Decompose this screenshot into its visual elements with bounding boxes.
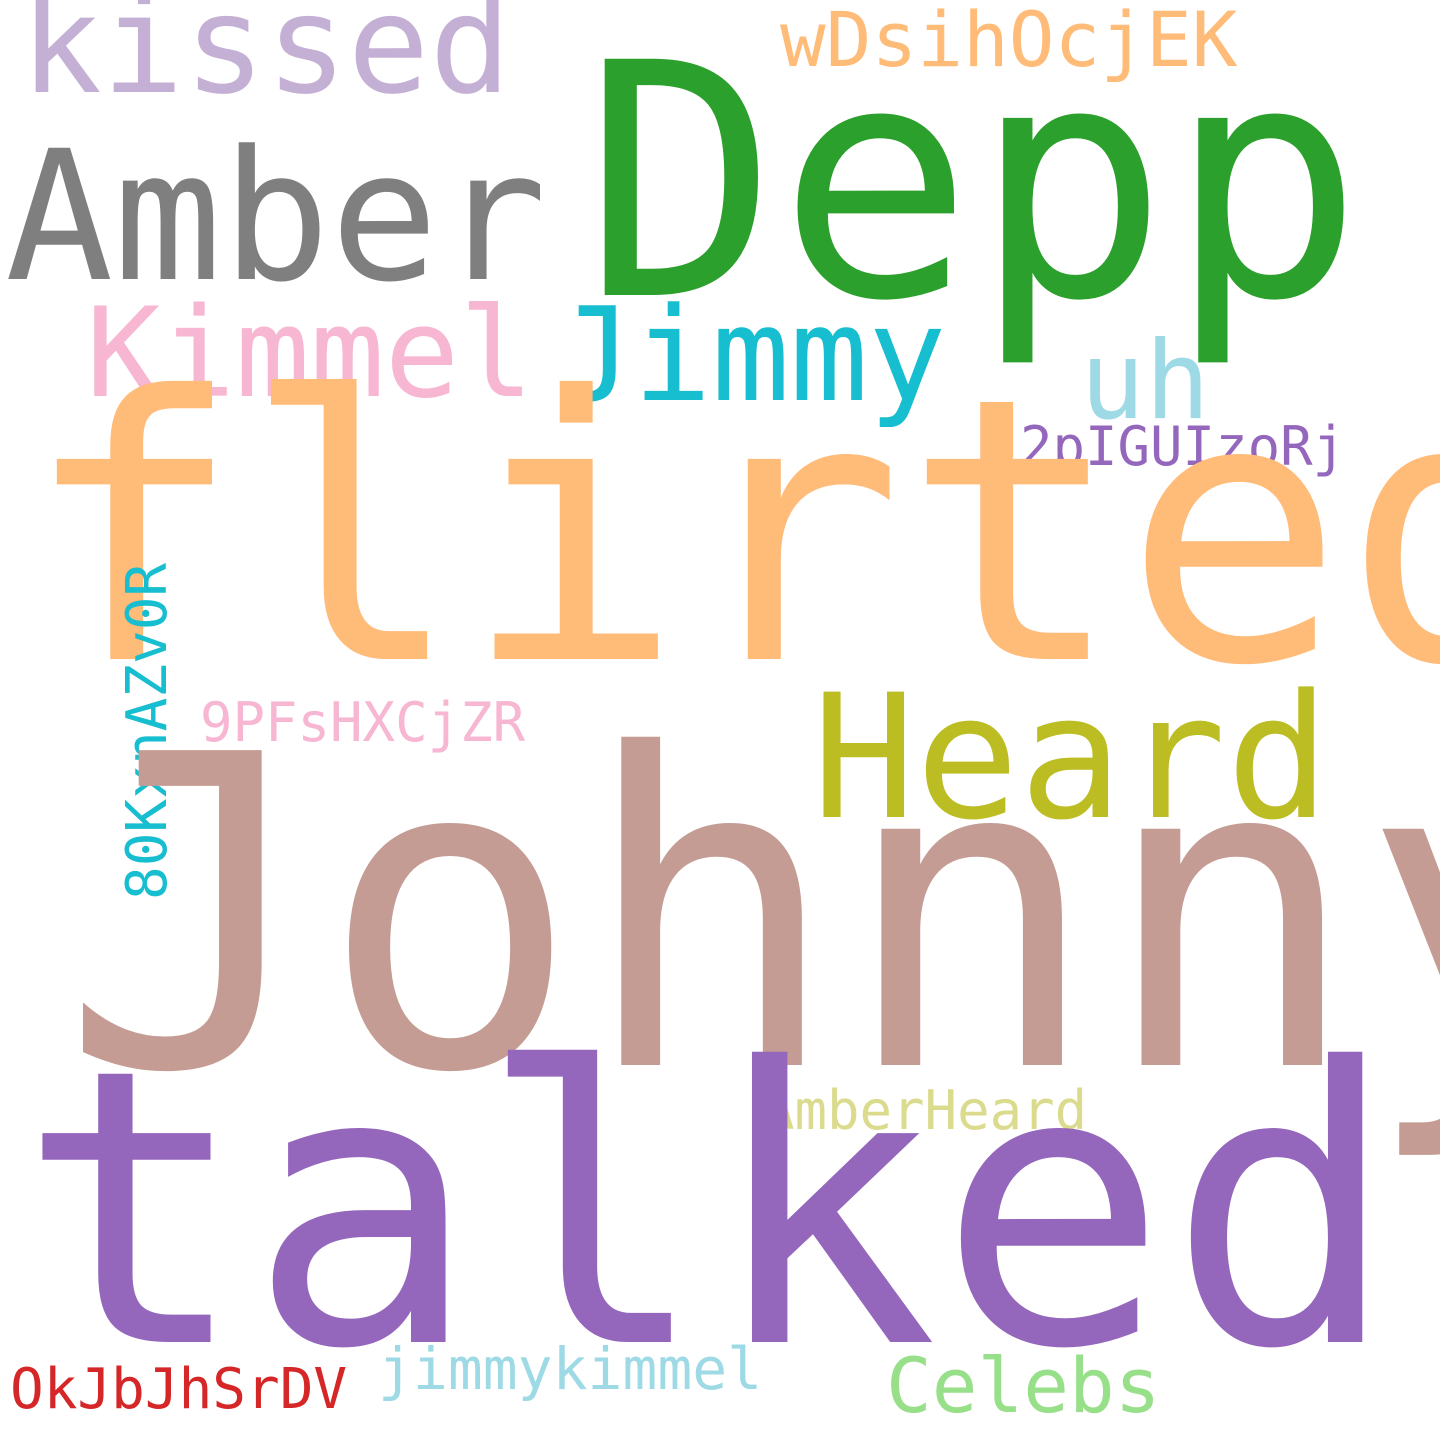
- word-amberheard: AmberHeard: [762, 1079, 1088, 1142]
- word-flirted: flirted: [22, 320, 1440, 746]
- word-depp: Depp: [583, 0, 1364, 372]
- word-celebs: Celebs: [886, 1341, 1161, 1430]
- word-wdsihocjek: wDsihOcjEK: [780, 0, 1238, 84]
- word-uh: uh: [1080, 319, 1211, 444]
- word-kissed: kissed: [20, 0, 512, 125]
- word-jimmy: Jimmy: [555, 279, 947, 431]
- word-jimmykimmel: jimmykimmel: [378, 1335, 763, 1403]
- word-kimmel: Kimmel: [86, 282, 534, 426]
- word-9pfshxcjzr: 9PFsHXCjZR: [200, 691, 526, 754]
- word-heard: Heard: [812, 657, 1330, 858]
- word-okjbjhsrdv: OkJbJhSrDV: [10, 1357, 348, 1422]
- word-johnny: Johnny: [60, 664, 1440, 1167]
- word-2piguizorj: 2pIGUIzoRj: [1020, 415, 1346, 478]
- word-amber: Amber: [5, 113, 547, 322]
- word-talked: talked: [18, 988, 1398, 1433]
